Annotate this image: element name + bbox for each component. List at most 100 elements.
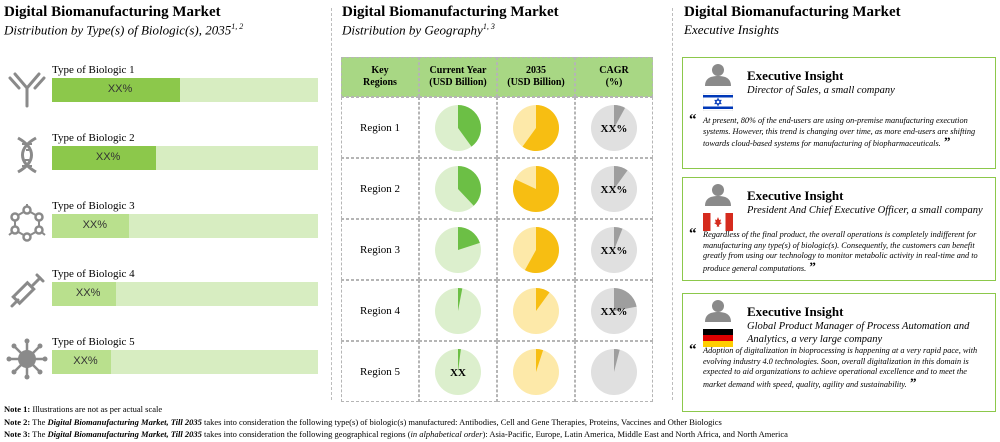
- footnote-line: Note 1: Illustrations are not as per act…: [4, 403, 1000, 416]
- canada-flag-icon: [703, 213, 733, 236]
- cagr-cell: XX%: [575, 219, 653, 280]
- footnote-line: Note 2: The Digital Biomanufacturing Mar…: [4, 416, 1000, 429]
- biologic-bar-value: XX%: [82, 219, 108, 231]
- left-panel-title: Digital Biomanufacturing Market: [4, 4, 221, 20]
- divider-right: [672, 8, 673, 400]
- left-panel-subtitle: Distribution by Type(s) of Biologic(s), …: [4, 22, 244, 38]
- insight-quote: Regardless of the final product, the ove…: [703, 230, 978, 274]
- footnote-text: ): Asia-Pacific, Europe, Latin America, …: [482, 429, 788, 439]
- biologic-type-label: Type of Biologic 5: [52, 336, 135, 348]
- pie-slice: [614, 165, 628, 189]
- syringe-icon: [6, 270, 48, 312]
- biologic-bar-fill: [52, 146, 156, 170]
- current-year-cell: [419, 280, 497, 341]
- cagr-cell: [575, 341, 653, 402]
- biologic-bar-track: XX%: [52, 146, 318, 170]
- cagr-cell: XX%: [575, 280, 653, 341]
- table-row: Region 4 XX%: [341, 280, 653, 341]
- header-2035: 2035 (USD Billion): [497, 57, 575, 97]
- executive-insight-card: Executive Insight Director of Sales, a sm…: [682, 57, 996, 169]
- footnotes: Note 1: Illustrations are not as per act…: [4, 403, 1000, 441]
- current-year-pie: XX: [435, 348, 481, 395]
- future-year-cell: [497, 97, 575, 158]
- virus-icon: [6, 338, 48, 380]
- insight-role: Director of Sales, a small company: [747, 85, 895, 96]
- table-row: Region 3 XX%: [341, 219, 653, 280]
- close-quote-icon: ”: [940, 134, 951, 149]
- pie-slice: [458, 165, 481, 206]
- geography-table: Key Regions Current Year (USD Billion) 203…: [341, 57, 653, 402]
- germany-flag-icon: [703, 329, 733, 352]
- biologic-bar-value: XX%: [107, 83, 133, 95]
- future-year-pie: [513, 165, 560, 212]
- biologic-bar-fill: [52, 78, 180, 102]
- biologic-bar-value: XX%: [73, 355, 98, 367]
- header-key-regions: Key Regions: [341, 57, 419, 97]
- pie-slice: [513, 165, 560, 212]
- pie-slice: [614, 287, 637, 311]
- current-year-pie: [435, 287, 481, 334]
- biologic-bar-value: XX%: [75, 287, 101, 299]
- pie-slice: [458, 226, 480, 250]
- biologic-bar-track: XX%: [52, 350, 318, 374]
- right-panel-title: Digital Biomanufacturing Market: [684, 4, 901, 20]
- future-year-cell: [497, 341, 575, 402]
- current-year-pie: [435, 165, 481, 212]
- person-icon: [703, 300, 733, 347]
- header-cagr: CAGR (%): [575, 57, 653, 97]
- person-icon: [702, 64, 734, 112]
- biologic-type-row: Type of Biologic 3 XX%: [0, 196, 322, 276]
- future-year-pie: [513, 104, 559, 151]
- biologic-bar-fill: [52, 350, 111, 374]
- biologic-type-row: Type of Biologic 4 XX%: [0, 264, 322, 344]
- pie-slice: [458, 104, 482, 147]
- footnote-text: takes into consideration the following g…: [201, 429, 411, 439]
- current-year-cell: [419, 97, 497, 158]
- biologic-bar-fill: [52, 214, 130, 238]
- biologic-type-row: Type of Biologic 2 XX%: [0, 128, 322, 208]
- insight-title: Executive Insight: [747, 188, 844, 203]
- cagr-pie: [591, 348, 637, 395]
- pie-slice: [536, 287, 550, 311]
- middle-panel-title: Digital Biomanufacturing Market: [342, 4, 559, 20]
- biologic-type-label: Type of Biologic 4: [52, 268, 135, 280]
- biologic-type-label: Type of Biologic 2: [52, 132, 135, 144]
- footnote-line: Note 3: The Digital Biomanufacturing Mar…: [4, 428, 1000, 441]
- footnote-text: takes into consideration the following t…: [201, 416, 722, 427]
- future-year-pie: [513, 226, 559, 273]
- biologic-type-row: Type of Biologic 1 XX%: [0, 60, 322, 140]
- table-row: Region 1 XX%: [341, 97, 653, 158]
- insight-quote: At present, 80% of the end-users are usi…: [703, 116, 976, 149]
- pie-slice: [614, 226, 623, 250]
- table-row: Region 2 XX%: [341, 158, 653, 219]
- open-quote-icon: “: [689, 226, 697, 242]
- region-name: Region 1: [341, 97, 419, 158]
- biologic-bar-fill: [52, 282, 116, 306]
- cagr-cell: XX%: [575, 158, 653, 219]
- future-year-pie: [513, 348, 559, 395]
- pie-slice: [524, 226, 559, 273]
- israel-flag-icon: [702, 92, 734, 116]
- dna-icon: [6, 134, 48, 176]
- pie-label: XX%: [601, 184, 628, 196]
- footnote-label: Note 3:: [4, 429, 31, 439]
- person-icon: [703, 184, 733, 231]
- molecule-icon: [6, 202, 48, 244]
- open-quote-icon: “: [689, 112, 697, 128]
- region-name: Region 4: [341, 280, 419, 341]
- future-year-cell: [497, 280, 575, 341]
- pie-slice: [522, 104, 559, 151]
- header-current-year: Current Year (USD Billion): [419, 57, 497, 97]
- footnote-label: Note 2:: [4, 416, 31, 427]
- biologic-bar-value: XX%: [95, 151, 121, 163]
- current-year-pie: [435, 104, 482, 151]
- pie-slice: [458, 348, 461, 372]
- pie-slice: [614, 348, 620, 372]
- current-year-cell: [419, 219, 497, 280]
- future-year-cell: [497, 219, 575, 280]
- table-row: Region 5 XX: [341, 341, 653, 402]
- pie-label: XX%: [601, 123, 628, 135]
- future-year-cell: [497, 158, 575, 219]
- region-name: Region 5: [341, 341, 419, 402]
- cagr-cell: XX%: [575, 97, 653, 158]
